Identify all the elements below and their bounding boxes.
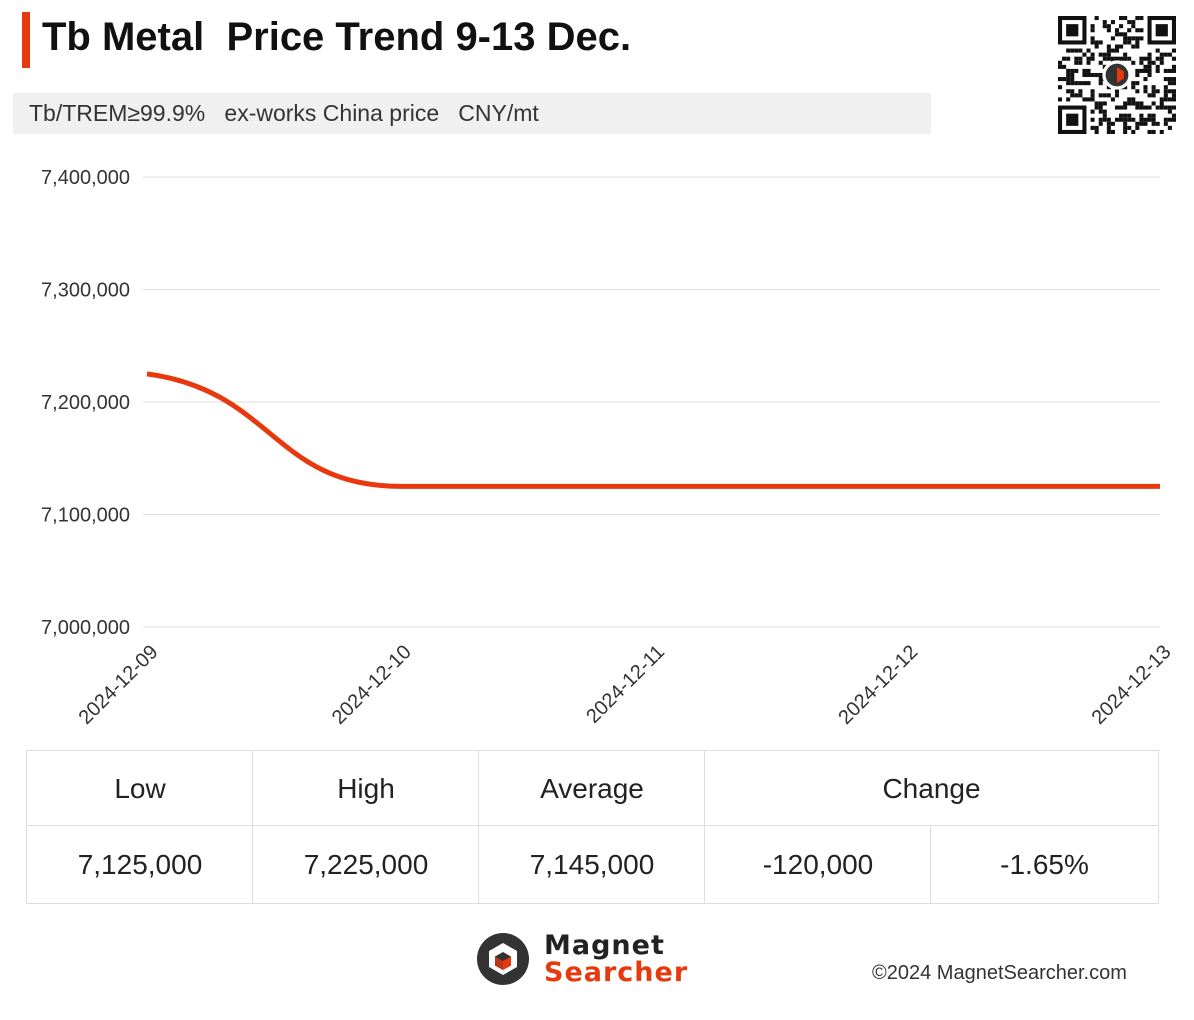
average-value: 7,145,000 <box>478 825 706 904</box>
change-abs-value: -120,000 <box>704 825 932 904</box>
x-tick-label: 2024-12-11 <box>582 641 669 728</box>
logo-text-searcher: Searcher <box>544 957 689 988</box>
magnet-searcher-logo-icon <box>477 933 529 985</box>
qr-code-icon <box>1058 16 1176 134</box>
price-trend-chart: 7,000,000 7,100,000 7,200,000 7,300,000 7,40… <box>41 167 1176 729</box>
page-subtitle: Tb/TREM≥99.9% ex-works China price CNY/m… <box>29 100 539 126</box>
low-value: 7,125,000 <box>26 825 254 904</box>
copyright-text: ©2024 MagnetSearcher.com <box>872 962 1127 984</box>
y-tick-label: 7,200,000 <box>41 392 130 414</box>
chart-gridlines <box>143 176 1160 628</box>
chart-series <box>146 371 1160 489</box>
change-pct-value: -1.65% <box>930 825 1159 904</box>
y-tick-label: 7,000,000 <box>41 617 130 639</box>
low-header: Low <box>26 750 254 827</box>
title-accent-bar <box>22 12 30 68</box>
price-stats-table: Low High Average Change 7,125,000 7,225,… <box>26 750 1159 904</box>
y-tick-label: 7,300,000 <box>41 280 130 302</box>
x-tick-label: 2024-12-12 <box>834 641 922 729</box>
x-tick-label: 2024-12-10 <box>328 641 416 729</box>
logo-text-magnet: Magnet <box>544 930 665 961</box>
page-title: Tb Metal Price Trend 9-13 Dec. <box>42 15 632 59</box>
y-axis-ticks: 7,000,000 7,100,000 7,200,000 7,300,000 7,40… <box>41 167 130 639</box>
y-tick-label: 7,100,000 <box>41 505 130 527</box>
x-tick-label: 2024-12-13 <box>1088 641 1176 729</box>
high-value: 7,225,000 <box>252 825 480 904</box>
subtitle-box: Tb/TREM≥99.9% ex-works China price CNY/m… <box>13 93 931 134</box>
price-series-line <box>146 371 1160 489</box>
y-tick-label: 7,400,000 <box>41 167 130 189</box>
average-header: Average <box>478 750 706 827</box>
magnet-searcher-logo: Magnet Searcher <box>476 930 696 988</box>
x-tick-label: 2024-12-09 <box>75 641 163 729</box>
x-axis-ticks: 2024-12-09 2024-12-10 2024-12-11 2024-12-12… <box>75 641 1176 729</box>
change-header: Change <box>704 750 1159 827</box>
high-header: High <box>252 750 480 827</box>
